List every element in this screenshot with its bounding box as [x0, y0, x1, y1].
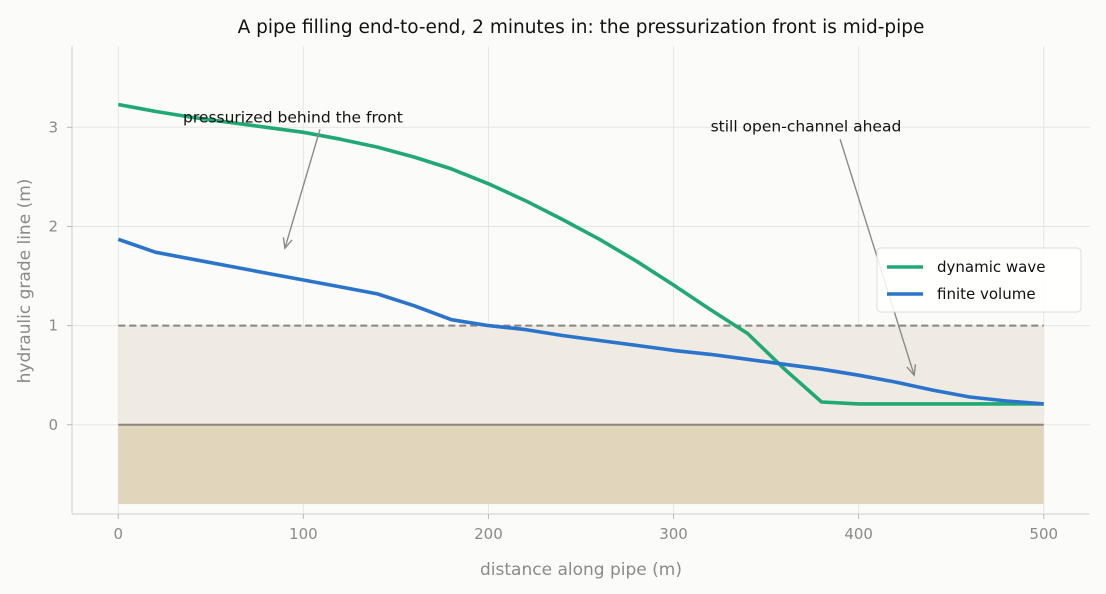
series-line-dynamic-wave — [117, 102, 1044, 406]
x-tick-label: 100 — [289, 525, 318, 543]
x-tick-label: 0 — [113, 525, 123, 543]
plot-area: 0 100 200 300 400 500 0 1 2 3 pressurized behind t… — [48, 46, 1090, 543]
annotation-text: still open-channel ahead — [711, 117, 902, 135]
x-tick-label: 300 — [659, 525, 688, 543]
y-tick-label: 0 — [48, 416, 58, 434]
y-axis-label: hydraulic grade line (m) — [15, 179, 35, 384]
x-axis-label: distance along pipe (m) — [480, 560, 682, 580]
legend-label: dynamic wave — [937, 258, 1045, 276]
x-tick-label: 200 — [474, 525, 503, 543]
y-tick-label: 1 — [48, 317, 58, 335]
annotation-arrowhead — [906, 364, 917, 377]
legend-label: finite volume — [937, 285, 1036, 303]
chart-title: A pipe filling end-to-end, 2 minutes in:… — [238, 17, 925, 38]
annotation-arrowhead — [282, 237, 293, 250]
series-line-finite-volume — [117, 237, 1044, 406]
annotation-arrow — [284, 129, 321, 249]
y-tick-label: 2 — [48, 217, 58, 235]
annotation-text: pressurized behind the front — [183, 108, 403, 126]
legend-box — [876, 247, 1082, 313]
pipe-interior — [118, 325, 1044, 425]
x-tick-label: 500 — [1029, 525, 1058, 543]
x-tick-label: 400 — [844, 525, 873, 543]
y-tick-label: 3 — [48, 118, 58, 136]
ground-band — [118, 424, 1044, 505]
